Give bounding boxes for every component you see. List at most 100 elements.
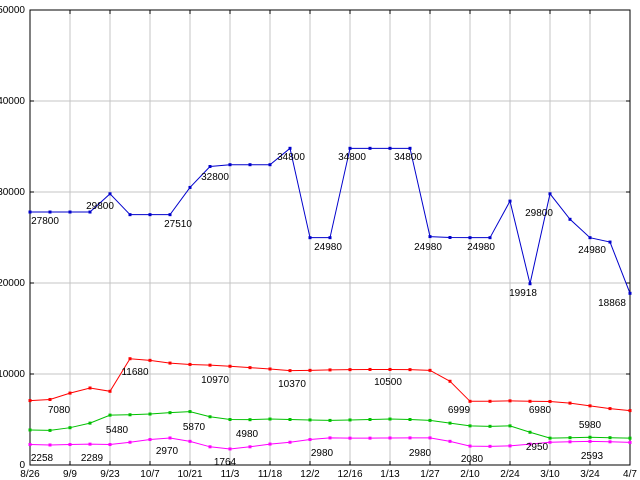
data-point-green [408,418,412,421]
point-label: 2258 [31,453,54,464]
point-label: 29800 [86,201,114,212]
x-tick-label: 2/24 [500,469,520,480]
data-point-red [348,368,352,372]
data-point-blue [208,165,212,169]
y-tick-label: 20000 [0,278,25,289]
data-point-blue [548,192,552,196]
data-point-blue [288,146,292,150]
data-point-blue [48,210,52,214]
data-point-green [488,424,492,428]
point-label: 34800 [394,152,422,163]
data-point-green [288,418,292,421]
point-label: 2080 [461,454,484,465]
data-point-green [388,417,392,421]
data-point-blue [248,163,252,167]
data-point-magenta [328,436,332,440]
data-point-magenta [348,436,352,440]
data-point-blue [168,213,172,217]
point-label: 29800 [525,208,553,219]
data-point-magenta [588,439,592,443]
data-point-magenta [408,436,412,440]
data-point-green [148,412,152,416]
data-point-magenta [188,439,192,443]
x-tick-label: 3/24 [580,469,600,480]
point-label: 27510 [164,219,192,230]
data-point-red [168,361,172,365]
data-point-green [508,424,512,428]
data-point-magenta [308,438,312,442]
data-point-magenta [388,436,392,440]
data-point-red [88,386,92,390]
data-point-green [328,418,332,422]
point-label: 10970 [201,375,229,386]
data-point-blue [148,213,152,217]
point-label: 27800 [31,216,59,227]
data-point-red [468,399,472,403]
data-point-blue [608,240,612,244]
plot-border [29,9,631,466]
x-tick-label: 3/10 [540,469,560,480]
data-point-blue [568,217,572,221]
x-tick-label: 12/2 [300,469,320,480]
data-point-magenta [568,440,572,444]
point-label: 2289 [81,453,104,464]
y-tick-label: 30000 [0,187,25,198]
data-point-blue [508,199,512,203]
y-tick-label: 50000 [0,5,25,16]
point-label: 2970 [156,446,179,457]
data-point-blue [268,163,272,167]
data-point-green [568,436,572,440]
data-point-green [168,411,172,415]
data-point-magenta [208,445,212,449]
data-point-magenta [608,440,612,444]
point-label: 6980 [529,405,552,416]
data-point-magenta [508,444,512,448]
data-point-red [48,397,52,401]
data-point-magenta [288,440,292,444]
data-point-blue [128,213,132,217]
data-point-blue [428,235,432,239]
data-point-green [28,428,32,432]
data-point-red [208,363,212,367]
point-label: 7080 [48,405,71,416]
point-label: 24980 [314,242,342,253]
data-point-magenta [108,443,112,447]
data-point-blue [88,210,92,214]
y-tick-label: 0 [19,460,25,471]
y-tick-label: 40000 [0,96,25,107]
data-point-magenta [488,444,492,448]
data-point-blue [328,236,332,240]
data-point-blue [188,185,192,189]
data-point-blue [468,236,472,240]
point-label: 32800 [201,172,229,183]
point-label: 24980 [467,242,495,253]
point-label: 18868 [598,298,626,309]
data-point-green [368,418,372,421]
data-point-green [348,418,352,422]
x-tick-label: 1/13 [380,469,400,480]
data-point-magenta [128,440,132,444]
data-point-green [228,418,232,421]
data-point-magenta [548,440,552,444]
point-label: 4980 [236,429,259,440]
point-label: 24980 [414,242,442,253]
data-point-blue [368,146,372,150]
point-label: 2980 [409,448,432,459]
point-label: 34800 [277,152,305,163]
data-point-blue [308,236,312,240]
data-point-red [608,407,612,411]
data-point-red [628,409,632,413]
x-tick-label: 8/26 [20,469,40,480]
data-point-blue [108,192,112,196]
data-point-red [308,368,312,372]
data-point-magenta [468,444,472,448]
y-tick-label: 10000 [0,369,25,380]
data-point-green [528,430,532,434]
data-point-red [448,379,452,383]
data-point-blue [528,282,532,286]
data-point-blue [68,210,72,214]
data-point-red [588,404,592,408]
data-point-magenta [368,436,372,440]
